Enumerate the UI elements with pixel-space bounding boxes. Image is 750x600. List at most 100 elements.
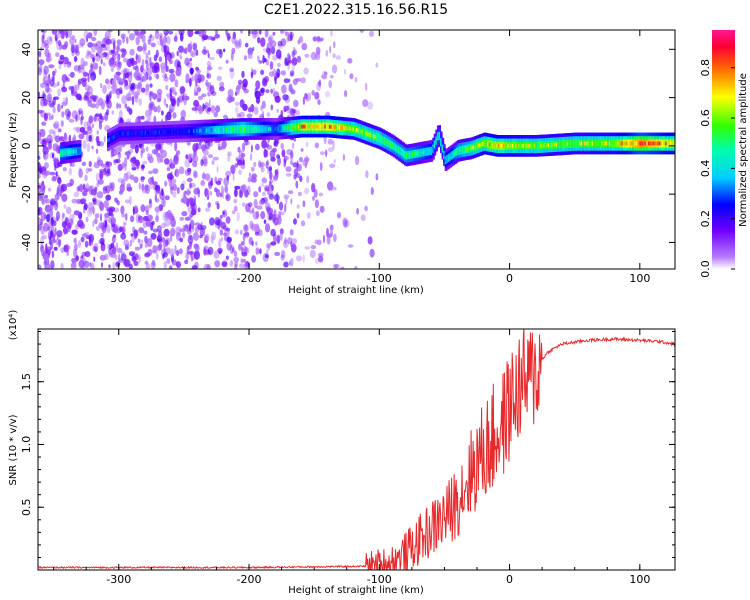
spectrogram-noise-cell (256, 205, 263, 210)
spectrogram-noise-cell (93, 161, 100, 169)
spectrogram-ridge-cell (390, 142, 393, 147)
spectrogram-noise-cell (270, 88, 273, 94)
spectrogram-ridge-cell (375, 135, 379, 140)
spectrogram-noise-cell (316, 210, 320, 217)
spectrogram-ridge-cell (615, 141, 618, 146)
spectrogram-noise-cell (98, 141, 105, 147)
spectrogram-noise-cell (254, 231, 260, 236)
spectrogram-noise-cell (179, 32, 184, 42)
spectrogram-noise-cell (276, 108, 279, 114)
spectrogram-noise-cell (106, 80, 112, 90)
spectrogram-noise-cell (122, 68, 128, 75)
spectrogram-noise-cell (236, 211, 240, 222)
spectrogram-noise-cell (273, 139, 279, 147)
spectrogram-noise-cell (135, 159, 141, 169)
spectrogram-noise-cell (119, 258, 124, 263)
spectrogram-ridge-cell (213, 128, 216, 133)
spectrogram-noise-cell (295, 109, 301, 116)
spectrogram-noise-cell (112, 53, 115, 61)
spectrogram-noise-cell (38, 207, 43, 215)
spectrogram-noise-cell (109, 182, 113, 189)
spectrogram-noise-cell (163, 30, 167, 34)
spectrogram-noise-cell (118, 103, 122, 109)
spectrogram-noise-cell (128, 149, 134, 154)
spectrogram-ridge-cell (322, 124, 326, 129)
spectrogram-x-tick-label: 0 (506, 272, 513, 285)
spectrogram-noise-cell (52, 106, 56, 114)
spectrogram-noise-cell (164, 158, 170, 165)
spectrogram-noise-cell (71, 198, 78, 204)
spectrogram-ridge-cell (374, 134, 377, 139)
spectrogram-noise-cell (344, 90, 348, 98)
spectrogram-noise-cell (98, 115, 104, 124)
spectrogram-ridge-cell (243, 127, 246, 131)
spectrogram-noise-cell (294, 174, 297, 181)
spectrogram-noise-cell (135, 36, 140, 46)
spectrogram-noise-cell (344, 220, 348, 228)
spectrogram-noise-cell (103, 135, 107, 143)
spectrogram-noise-cell (72, 213, 75, 220)
spectrogram-ridge-cell (174, 129, 177, 134)
spectrogram-ridge-cell (219, 128, 223, 132)
spectrogram-noise-cell (104, 253, 109, 260)
spectrogram-noise-cell (342, 217, 348, 227)
spectrogram-ridge-cell (233, 127, 237, 132)
spectrogram-noise-cell (171, 98, 176, 107)
spectrogram-ridge-cell (207, 128, 210, 133)
spectrogram-noise-cell (171, 259, 177, 266)
spectrogram-ridge-cell (361, 130, 365, 135)
spectrogram-noise-cell (310, 245, 317, 250)
spectrogram-ridge-cell (163, 130, 166, 135)
spectrogram-noise-cell (61, 111, 65, 118)
spectrogram-noise-cell (215, 220, 220, 226)
spectrogram-noise-cell (51, 30, 58, 35)
spectrogram-noise-cell (268, 193, 275, 200)
spectrogram-ridge-cell (491, 143, 495, 147)
spectrogram-noise-cell (195, 49, 199, 56)
spectrogram-ridge-cell (563, 142, 567, 147)
spectrogram-noise-cell (272, 87, 276, 97)
spectrogram-noise-cell (365, 170, 369, 179)
spectrogram-noise-cell (162, 252, 168, 258)
spectrogram-ridge-cell (463, 147, 466, 152)
spectrogram-ridge-cell (476, 144, 479, 149)
spectrogram-noise-cell (83, 203, 88, 211)
spectrogram-noise-cell (262, 77, 267, 82)
spectrogram-noise-cell (83, 121, 89, 129)
spectrogram-ridge-cell (318, 124, 321, 129)
snr-y-label: SNR (10 * v/v) (8, 414, 19, 485)
spectrogram-noise-cell (79, 183, 83, 193)
spectrogram-noise-cell (130, 215, 135, 223)
spectrogram-noise-cell (329, 74, 334, 79)
spectrogram-ridge-cell (236, 127, 240, 132)
spectrogram-ridge-cell (153, 130, 157, 135)
spectrogram-noise-cell (152, 245, 158, 253)
spectrogram-noise-cell (116, 75, 121, 85)
spectrogram-noise-cell (130, 233, 134, 237)
spectrogram-noise-cell (100, 237, 105, 245)
spectrogram-ridge-cell (568, 141, 571, 146)
spectrogram-noise-cell (148, 170, 153, 175)
spectrogram-noise-cell (367, 236, 373, 245)
spectrogram-noise-cell (145, 59, 149, 65)
spectrogram-ridge-cell (147, 130, 151, 135)
spectrogram-noise-cell (124, 103, 128, 109)
spectrogram-ridge-cell (307, 124, 310, 129)
spectrogram-noise-cell (137, 34, 141, 44)
spectrogram-noise-cell (133, 72, 138, 78)
spectrogram-ridge-cell (408, 153, 412, 157)
spectrogram-noise-cell (207, 246, 214, 256)
spectrogram-noise-cell (70, 262, 77, 269)
spectrogram-noise-cell (326, 235, 331, 245)
spectrogram-ridge-cell (335, 125, 338, 130)
spectrogram-noise-cell (68, 118, 75, 123)
spectrogram-noise-cell (128, 263, 133, 269)
spectrogram-ridge-cell (444, 158, 448, 163)
spectrogram-noise-cell (170, 186, 174, 195)
spectrogram-noise-cell (189, 182, 192, 189)
spectrogram-ridge-cell (128, 131, 132, 136)
spectrogram-noise-cell (231, 47, 236, 55)
spectrogram-noise-cell (156, 40, 162, 46)
spectrogram-noise-cell (273, 194, 280, 202)
spectrogram-noise-cell (275, 49, 282, 59)
